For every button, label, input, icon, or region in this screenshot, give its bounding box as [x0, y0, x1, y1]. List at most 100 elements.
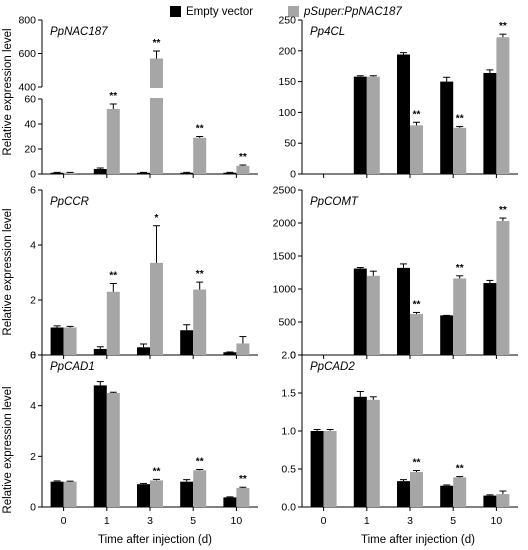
x-tick-label: 3: [147, 515, 153, 527]
bar-empty-vector-PpCCR-3: [137, 347, 150, 355]
y-tick-label: 800: [18, 15, 36, 27]
y-tick-label: 4: [30, 400, 36, 412]
significance-marker: **: [499, 21, 507, 32]
bar-psuper-PpCCR-3: [150, 262, 163, 355]
panel-title-Pp4CL: Pp4CL: [310, 26, 345, 38]
x-tick-label: 10: [231, 515, 243, 527]
bar-empty-vector-PpCOMT-5: [440, 315, 454, 355]
bar-psuper-PpCCR-10: [236, 343, 250, 355]
bar-empty-vector-PpCOMT-3: [397, 267, 410, 355]
y-tick-label: 0: [30, 169, 36, 181]
bar-empty-vector-PpCAD2-1: [353, 396, 367, 507]
ylabel-top: Relative expression level: [2, 28, 14, 155]
y-tick-label: 0.5: [281, 464, 296, 476]
legend-label-empty-vector: Empty vector: [186, 6, 253, 18]
ylabel-middle: Relative expression level: [2, 208, 14, 335]
significance-marker: **: [413, 458, 421, 469]
bar-psuper-PpCAD1-3: [150, 480, 163, 507]
bar-psuper-PpCCR-0: [63, 327, 77, 355]
y-tick-label: 100: [278, 107, 296, 119]
y-tick-label: 0: [290, 350, 296, 362]
y-tick-label: 2: [30, 451, 36, 463]
bar-psuper-Pp4CL-5: [453, 127, 467, 174]
bar-psuper-PpCAD1-1: [106, 393, 120, 507]
bar-psuper-PpCAD2-1: [366, 399, 380, 507]
bar-psuper-PpCAD1-10: [236, 488, 250, 507]
y-tick-label: 2000: [273, 218, 297, 230]
ylabel-bottom: Relative expression level: [2, 386, 14, 513]
bar-psuper-PpNAC187-10: [236, 165, 250, 174]
x-tick-label: 0: [321, 515, 327, 527]
bar-empty-vector-PpNAC187-10: [223, 172, 237, 174]
x-tick-label: 0: [61, 515, 67, 527]
y-tick-label: 1.0: [281, 426, 296, 438]
bar-psuper-Pp4CL-1: [366, 76, 380, 174]
bar-psuper-PpNAC187-5: [193, 137, 207, 174]
bar-empty-vector-PpCAD2-3: [397, 481, 410, 507]
bar-psuper-PpCOMT-1: [366, 275, 380, 355]
chart-panels: 0204060400600800PpNAC187********05010015…: [18, 15, 518, 527]
legend: Empty vector pSuper:PpNAC187: [170, 6, 402, 18]
x-tick-label: 1: [104, 515, 110, 527]
y-tick-label: 0: [30, 350, 36, 362]
y-tick-label: 2.0: [281, 350, 296, 362]
bar-psuper-PpNAC187-1: [106, 109, 120, 174]
y-tick-label: 6: [30, 350, 36, 362]
bar-empty-vector-PpCOMT-10: [483, 283, 497, 355]
xlabel-right: Time after injection (d): [361, 534, 475, 546]
y-tick-label: 0: [30, 502, 36, 514]
bar-psuper-PpCCR-5: [193, 289, 207, 355]
y-tick-label: 500: [278, 317, 296, 329]
y-tick-label: 400: [18, 82, 36, 94]
bar-empty-vector-PpCAD2-10: [483, 495, 497, 507]
bar-empty-vector-Pp4CL-5: [440, 81, 454, 174]
y-tick-label: 50: [284, 138, 296, 150]
bar-psuper-PpCAD2-5: [453, 477, 467, 507]
bar-empty-vector-PpCOMT-1: [353, 268, 367, 355]
x-tick-label: 5: [190, 515, 196, 527]
significance-marker: **: [456, 263, 464, 274]
bar-psuper-Pp4CL-3: [410, 125, 423, 174]
y-tick-label: 60: [24, 94, 36, 106]
significance-marker: **: [456, 114, 464, 125]
x-tick-label: 3: [407, 515, 413, 527]
panel-title-PpCAD2: PpCAD2: [310, 361, 355, 373]
bar-psuper-PpNAC187-3: [150, 58, 163, 174]
x-tick-label: 5: [450, 515, 456, 527]
bar-psuper-PpCOMT-10: [496, 221, 510, 355]
significance-marker: **: [153, 466, 161, 477]
x-tick-label: 1: [364, 515, 370, 527]
y-tick-label: 6: [30, 185, 36, 197]
legend-swatch-empty-vector: [170, 6, 181, 17]
bar-empty-vector-PpCAD1-5: [180, 481, 194, 507]
bar-empty-vector-PpNAC187-3: [137, 172, 150, 174]
significance-marker: **: [196, 269, 204, 280]
legend-label-psuper: pSuper:PpNAC187: [303, 6, 402, 18]
significance-marker: **: [196, 124, 204, 135]
y-tick-label: 200: [278, 45, 296, 57]
panel-title-PpCAD1: PpCAD1: [50, 361, 95, 373]
bar-empty-vector-Pp4CL-1: [353, 76, 367, 174]
bar-empty-vector-Pp4CL-10: [483, 72, 497, 174]
bar-empty-vector-PpNAC187-0: [50, 172, 64, 174]
bar-psuper-PpCAD2-0: [323, 431, 337, 507]
bar-empty-vector-PpCAD1-10: [223, 497, 237, 507]
bar-empty-vector-PpCCR-1: [93, 348, 107, 355]
bar-empty-vector-PpCAD1-3: [137, 484, 150, 507]
significance-marker: **: [109, 271, 117, 282]
axis-break-gap: [36, 88, 262, 98]
significance-marker: **: [153, 38, 161, 49]
bar-empty-vector-PpCAD1-0: [50, 481, 64, 507]
y-tick-label: 20: [24, 144, 36, 156]
significance-marker: **: [239, 152, 247, 163]
bar-psuper-PpCAD1-0: [63, 481, 77, 507]
y-tick-label: 1.5: [281, 388, 296, 400]
bar-empty-vector-PpNAC187-1: [93, 169, 107, 174]
bar-psuper-PpCOMT-5: [453, 278, 467, 355]
bar-psuper-PpNAC187-0: [63, 172, 77, 174]
bar-empty-vector-PpNAC187-5: [180, 172, 194, 174]
bar-psuper-Pp4CL-10: [496, 37, 510, 174]
y-tick-label: 2: [30, 295, 36, 307]
legend-swatch-psuper: [288, 6, 299, 17]
